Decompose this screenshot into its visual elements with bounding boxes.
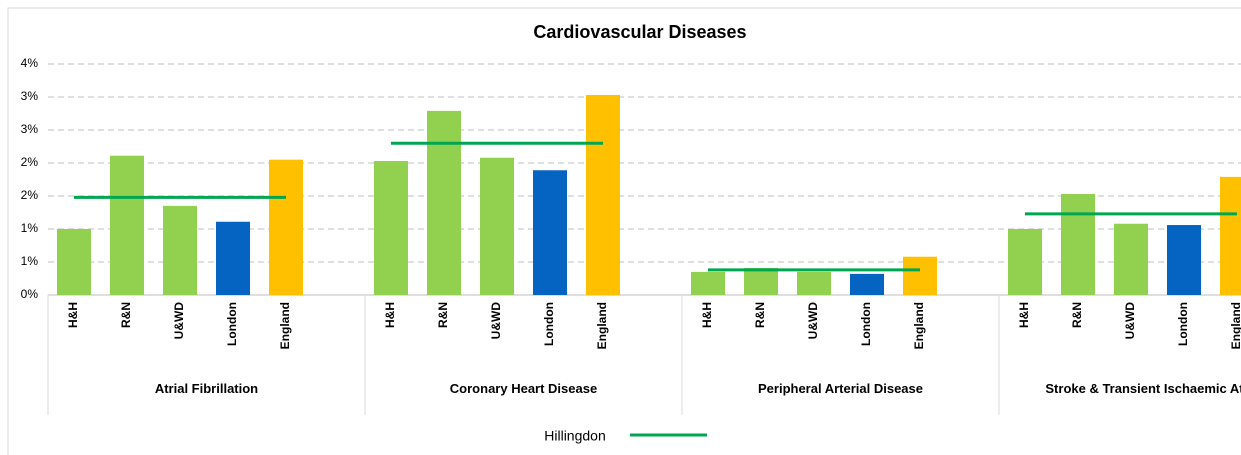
bar: [850, 273, 884, 295]
y-tick-label: 0%: [21, 287, 39, 301]
bar: [57, 229, 91, 295]
x-tick-label: R&N: [436, 302, 450, 328]
group-label: Peripheral Arterial Disease: [758, 381, 923, 396]
x-tick-label: England: [278, 302, 292, 349]
x-tick-label: London: [542, 302, 556, 346]
bar: [480, 157, 514, 295]
legend-label: Hillingdon: [544, 428, 605, 444]
x-tick-label: R&N: [753, 302, 767, 328]
x-tick-label: London: [1176, 302, 1190, 346]
y-tick-label: 2%: [21, 155, 39, 169]
x-tick-label: England: [595, 302, 609, 349]
bar: [1008, 229, 1042, 295]
group-label: Stroke & Transient Ischaemic Attack: [1045, 381, 1241, 396]
bar: [1220, 176, 1241, 295]
x-tick-label: London: [859, 302, 873, 346]
x-tick-label: U&WD: [172, 302, 186, 340]
y-tick-label: 4%: [21, 56, 39, 70]
x-tick-label: England: [912, 302, 926, 349]
x-tick-label: H&H: [383, 302, 397, 328]
group-label: Atrial Fibrillation: [154, 381, 259, 396]
x-tick-label: R&N: [119, 302, 133, 328]
bar: [1061, 194, 1095, 295]
y-tick-label: 2%: [21, 188, 39, 202]
x-tick-label: R&N: [1070, 302, 1084, 328]
bar: [427, 110, 461, 295]
bar: [691, 271, 725, 295]
chart-title: Cardiovascular Diseases: [533, 22, 746, 42]
x-tick-label: H&H: [700, 302, 714, 328]
chart-border: [7, 7, 1241, 455]
bar: [269, 159, 303, 295]
bar: [903, 256, 937, 295]
x-tick-label: H&H: [66, 302, 80, 328]
x-tick-label: U&WD: [806, 302, 820, 340]
bar: [374, 161, 408, 295]
bar: [216, 221, 250, 295]
group-label: Coronary Heart Disease: [449, 381, 598, 396]
bar: [586, 95, 620, 296]
y-tick-label: 1%: [21, 254, 39, 268]
x-tick-label: U&WD: [1123, 302, 1137, 340]
y-tick-label: 3%: [21, 122, 39, 136]
y-tick-label: 3%: [21, 89, 39, 103]
bar: [1167, 225, 1201, 295]
x-tick-label: U&WD: [489, 302, 503, 340]
bar: [163, 205, 197, 295]
x-tick-label: England: [1229, 302, 1241, 349]
bar: [1114, 223, 1148, 295]
bar: [744, 267, 778, 295]
bar: [110, 155, 144, 295]
x-tick-label: H&H: [1017, 302, 1031, 328]
x-tick-label: London: [225, 302, 239, 346]
bar: [533, 170, 567, 295]
y-tick-label: 1%: [21, 221, 39, 235]
bar: [797, 271, 831, 295]
